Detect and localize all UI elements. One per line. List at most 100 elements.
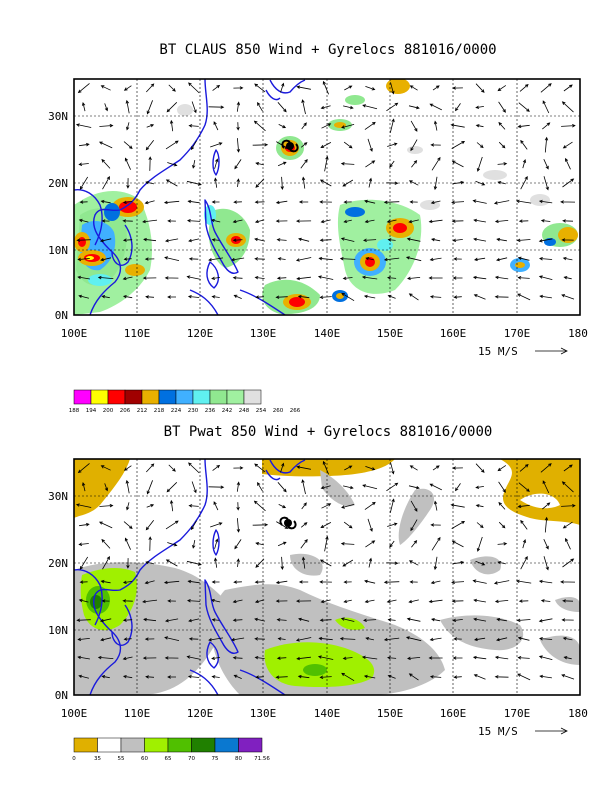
wind-vector	[386, 599, 397, 604]
wind-vector	[406, 237, 421, 242]
lat-label: 0N	[55, 689, 68, 702]
wind-vector	[473, 237, 487, 242]
wind-vector	[517, 636, 530, 641]
wind-vector	[168, 464, 176, 472]
wind-vector	[387, 238, 396, 242]
wind-vector	[296, 656, 311, 661]
wind-vector	[208, 257, 224, 262]
lat-label: 20N	[48, 557, 68, 570]
wind-vector	[409, 200, 418, 204]
wind-vector	[431, 156, 441, 171]
wind-vector	[166, 482, 178, 493]
wind-vector	[452, 86, 463, 90]
wind-vector	[494, 275, 509, 280]
wind-vector	[538, 618, 553, 623]
wind-vector	[519, 84, 529, 92]
wind-vector	[186, 560, 202, 566]
pwat-frame	[73, 458, 581, 696]
wind-vector	[236, 122, 240, 131]
wind-vector	[473, 294, 486, 300]
claus-wind-vectors	[75, 80, 576, 302]
wind-vector	[405, 256, 422, 262]
claus-frame	[73, 78, 581, 316]
colorbar-label: 242	[222, 408, 233, 414]
wind-vector	[142, 599, 158, 604]
wind-vector	[475, 105, 484, 109]
wind-vector	[497, 465, 507, 472]
wind-vector	[320, 142, 332, 149]
wind-vector	[234, 539, 242, 550]
lon-label: 160E	[440, 707, 467, 720]
wind-vector	[255, 295, 264, 299]
vector-reference-label: 15 M/S	[478, 345, 518, 358]
wind-vector	[343, 141, 353, 149]
wind-vector	[255, 558, 265, 568]
wind-vector	[383, 200, 400, 204]
wind-vector	[498, 481, 506, 493]
claus-colorbar: 188 194 200 206 212 218 224 230 236 242 248 254 260 2…	[69, 389, 301, 414]
wind-vector	[101, 538, 111, 549]
wind-vector	[123, 141, 133, 149]
wind-vector	[187, 675, 200, 679]
wind-vector	[165, 520, 179, 530]
wind-vector	[410, 120, 418, 132]
wind-vector	[453, 257, 462, 261]
wind-vector	[494, 219, 509, 224]
colorbar-swatch	[226, 389, 245, 405]
wind-vector	[97, 275, 114, 280]
wind-vector	[124, 157, 131, 170]
wind-vector	[143, 237, 157, 242]
wind-vector	[277, 257, 286, 261]
wind-vector	[100, 579, 111, 584]
wind-vector	[123, 465, 132, 471]
wind-vector	[561, 294, 575, 300]
wind-vector	[472, 655, 487, 660]
wind-vector	[429, 257, 442, 262]
wind-vector	[125, 479, 130, 494]
wind-vector	[76, 238, 91, 242]
wind-vector	[517, 276, 530, 280]
wind-vector	[343, 521, 353, 529]
wind-vector	[341, 292, 355, 302]
wind-vector	[186, 180, 202, 186]
wind-vector	[450, 503, 465, 508]
wind-vector	[301, 502, 307, 510]
wind-vector	[365, 257, 374, 261]
wind-vector	[164, 656, 179, 660]
wind-vector	[451, 540, 464, 548]
wind-vector	[433, 120, 438, 131]
wind-vector	[122, 580, 133, 584]
wind-vector	[278, 504, 287, 509]
lon-label: 120E	[187, 327, 214, 340]
wind-vector	[562, 256, 573, 261]
wind-vector	[123, 85, 132, 91]
wind-vector	[122, 219, 133, 223]
wind-vector	[452, 180, 465, 185]
wind-vector	[538, 579, 553, 584]
lon-label: 140E	[314, 707, 341, 720]
wind-vector	[300, 159, 308, 169]
wind-vector	[497, 162, 508, 166]
lon-label: 150E	[377, 327, 404, 340]
wind-vector	[188, 462, 200, 474]
wind-vector	[211, 295, 220, 299]
colorbar-swatch	[214, 737, 239, 753]
wind-vector	[452, 560, 465, 565]
wind-vector	[542, 502, 551, 510]
wind-vector	[164, 636, 180, 641]
wind-vector	[122, 276, 133, 281]
wind-vector	[146, 480, 153, 495]
wind-vector	[363, 618, 377, 622]
wind-vector	[562, 636, 573, 641]
wind-vector	[123, 257, 132, 261]
wind-vector	[104, 483, 109, 492]
wind-vector	[144, 580, 155, 585]
lon-label: 160E	[440, 327, 467, 340]
wind-vector	[275, 295, 288, 299]
wind-vector	[276, 276, 287, 280]
colorbar-label: 248	[239, 408, 250, 414]
wind-vector	[165, 140, 179, 150]
wind-vector	[124, 537, 131, 550]
wind-vector	[562, 219, 574, 223]
wind-vector	[433, 500, 438, 511]
